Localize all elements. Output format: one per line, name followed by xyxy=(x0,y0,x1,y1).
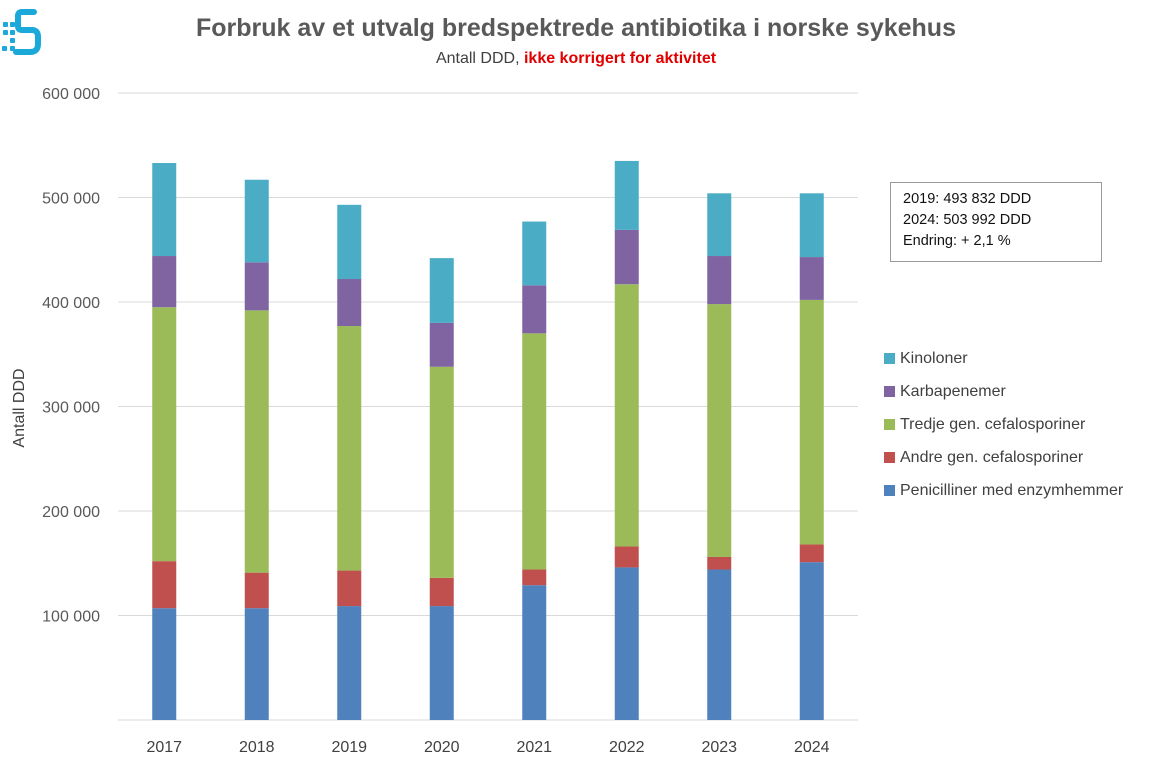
legend-label: Tredje gen. cefalosporiner xyxy=(900,415,1086,433)
bar-segment xyxy=(614,567,639,720)
bar-segment xyxy=(244,179,269,263)
bar-segment xyxy=(152,307,177,562)
x-tick-label: 2020 xyxy=(424,739,460,756)
legend-swatch xyxy=(884,419,895,430)
legend-swatch xyxy=(884,485,895,496)
chart-title: Forbruk av et utvalg bredspektrede antib… xyxy=(196,14,956,42)
bar-segment xyxy=(522,221,547,286)
legend-item: Tredje gen. cefalosporiner xyxy=(884,408,1123,441)
summary-box: 2019: 493 832 DDD 2024: 503 992 DDD Endr… xyxy=(890,182,1102,262)
y-tick-label: 200 000 xyxy=(42,504,100,521)
logo-icon xyxy=(2,9,41,55)
bar-segment xyxy=(522,569,547,586)
legend-swatch xyxy=(884,386,895,397)
bar-segment xyxy=(337,570,362,607)
bar-segment xyxy=(429,366,454,578)
y-tick-label: 400 000 xyxy=(42,295,100,312)
legend-label: Karbapenemer xyxy=(900,382,1006,400)
bar-segment xyxy=(522,285,547,334)
legend: Kinoloner Karbapenemer Tredje gen. cefalos… xyxy=(884,342,1123,507)
summary-line: 2019: 493 832 DDD xyxy=(903,191,1032,207)
y-tick-label: 600 000 xyxy=(42,86,100,103)
subtitle-highlight: ikke korrigert for aktivitet xyxy=(523,50,717,67)
legend-item: Penicilliner med enzymhemmer xyxy=(884,474,1123,507)
bar-segment xyxy=(429,577,454,607)
bar-segment xyxy=(614,229,639,285)
legend-swatch xyxy=(884,353,895,364)
x-tick-label: 2023 xyxy=(701,739,737,756)
bar-segment xyxy=(429,322,454,367)
bar-segment xyxy=(707,569,732,720)
bar-segment xyxy=(799,544,824,563)
legend-label: Andre gen. cefalosporiner xyxy=(900,448,1084,466)
bar-segment xyxy=(152,256,177,308)
summary-line: Endring: + 2,1 % xyxy=(903,233,1011,249)
x-tick-label: 2022 xyxy=(609,739,645,756)
bar-segment xyxy=(337,606,362,720)
summary-line: 2024: 503 992 DDD xyxy=(903,212,1032,228)
bar-segment xyxy=(707,256,732,305)
legend-item: Kinoloner xyxy=(884,342,1123,375)
bar-segment xyxy=(522,333,547,570)
legend-item: Karbapenemer xyxy=(884,375,1123,408)
bar-segment xyxy=(429,606,454,720)
bar-segment xyxy=(244,262,269,311)
bar-segment xyxy=(244,572,269,609)
bar-segment xyxy=(707,193,732,257)
bar-segment xyxy=(799,193,824,258)
chart-subtitle: Antall DDD, ikke korrigert for aktivitet xyxy=(0,50,1152,68)
bar-segment xyxy=(152,561,177,609)
bar-segment xyxy=(799,257,824,300)
bar-segment xyxy=(152,608,177,720)
y-tick-label: 100 000 xyxy=(42,609,100,626)
bar-segment xyxy=(244,608,269,720)
legend-item: Andre gen. cefalosporiner xyxy=(884,441,1123,474)
bar-segment xyxy=(152,163,177,257)
subtitle-plain: Antall DDD, xyxy=(435,50,524,67)
x-tick-label: 2024 xyxy=(794,739,830,756)
bar-segment xyxy=(429,258,454,323)
x-tick-label: 2017 xyxy=(146,739,182,756)
y-tick-label: 500 000 xyxy=(42,191,100,208)
bar-segment xyxy=(522,585,547,720)
x-tick-label: 2018 xyxy=(239,739,275,756)
bar-segment xyxy=(614,284,639,547)
bar-segment xyxy=(707,304,732,557)
bar-segment xyxy=(337,279,362,327)
x-tick-label: 2021 xyxy=(516,739,552,756)
legend-swatch xyxy=(884,452,895,463)
bar-segment xyxy=(614,160,639,230)
x-tick-label: 2019 xyxy=(331,739,367,756)
bar-segment xyxy=(707,556,732,570)
bar-segment xyxy=(337,204,362,280)
y-tick-label: 300 000 xyxy=(42,400,100,417)
bar-segment xyxy=(244,310,269,573)
bar-segment xyxy=(799,299,824,545)
y-axis-label: Antall DDD xyxy=(11,368,28,448)
bar-segment xyxy=(337,326,362,571)
bar-segment xyxy=(614,546,639,568)
bar-segment xyxy=(799,562,824,720)
legend-label: Kinoloner xyxy=(900,349,968,367)
legend-label: Penicilliner med enzymhemmer xyxy=(900,481,1124,499)
